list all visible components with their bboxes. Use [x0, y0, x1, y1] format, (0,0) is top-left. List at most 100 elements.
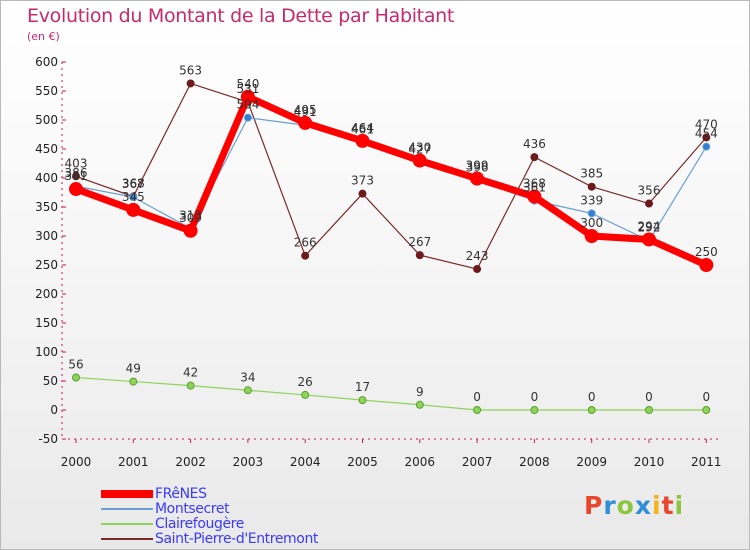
data-point-frenes: [240, 89, 255, 104]
data-point-montsecret: [702, 142, 711, 151]
data-label-clairefougere: 26: [298, 375, 313, 389]
data-point-saint-pierre: [358, 189, 367, 198]
data-label-saint-pierre: 356: [638, 184, 661, 198]
logo-letter: r: [603, 491, 617, 520]
data-label-montsecret: 396: [466, 160, 489, 174]
data-point-frenes: [470, 171, 485, 186]
x-tick-label: 2000: [61, 455, 92, 469]
data-label-frenes: 399: [466, 159, 489, 173]
data-label-clairefougere: 17: [355, 380, 370, 394]
data-label-frenes: 495: [294, 103, 317, 117]
data-label-montsecret: 339: [580, 193, 603, 207]
data-label-saint-pierre: 267: [408, 235, 431, 249]
legend-swatch-saint-pierre: [101, 538, 153, 540]
y-tick-label: 50: [43, 374, 58, 388]
x-tick-label: 2007: [462, 455, 493, 469]
legend-label-montsecret: Montsecret: [155, 501, 230, 517]
logo-letter: o: [616, 491, 635, 520]
data-point-clairefougere: [243, 386, 252, 395]
data-point-clairefougere: [415, 400, 424, 409]
logo-letter: i: [652, 491, 662, 520]
data-point-frenes: [126, 202, 141, 217]
data-label-montsecret: 491: [294, 105, 317, 119]
y-tick-label: -50: [38, 432, 58, 446]
x-tick-label: 2001: [118, 455, 149, 469]
data-point-frenes: [527, 189, 542, 204]
legend-label-saint-pierre: Saint-Pierre-d'Entremont: [155, 531, 319, 547]
proxiti-logo: Proxiti: [584, 491, 684, 520]
data-label-montsecret: 361: [523, 181, 546, 195]
legend-swatch-montsecret: [101, 508, 153, 510]
data-label-montsecret: 461: [351, 123, 374, 137]
data-label-clairefougere: 0: [702, 390, 710, 404]
y-tick-label: 550: [35, 84, 58, 98]
data-label-frenes: 430: [408, 141, 431, 155]
data-point-saint-pierre: [587, 182, 596, 191]
data-point-clairefougere: [702, 406, 711, 414]
data-label-frenes: 345: [122, 190, 145, 204]
y-tick-label: 300: [35, 229, 58, 243]
y-tick-label: 250: [35, 258, 58, 272]
series-line-saint-pierre: [75, 82, 707, 270]
x-tick-label: 2003: [233, 455, 264, 469]
data-label-saint-pierre: 368: [122, 177, 145, 191]
data-label-saint-pierre: 470: [695, 117, 718, 131]
data-label-saint-pierre: 266: [294, 236, 317, 250]
data-point-saint-pierre: [72, 172, 80, 181]
data-label-clairefougere: 56: [68, 358, 83, 372]
data-label-montsecret: 292: [638, 221, 661, 235]
data-point-frenes: [298, 115, 313, 130]
x-tick-label: 2011: [691, 455, 722, 469]
data-label-clairefougere: 0: [588, 390, 596, 404]
x-tick-label: 2008: [519, 455, 550, 469]
data-label-clairefougere: 49: [126, 362, 141, 376]
data-point-saint-pierre: [415, 251, 424, 260]
chart-title: Evolution du Montant de la Dette par Hab…: [27, 5, 455, 27]
data-label-montsecret: 386: [65, 166, 88, 180]
data-point-saint-pierre: [473, 265, 482, 274]
y-tick-label: 450: [35, 142, 58, 156]
data-point-saint-pierre: [186, 79, 195, 88]
data-point-frenes: [355, 133, 370, 148]
y-tick-label: 600: [35, 55, 58, 69]
legend-label-frenes: FRêNES: [155, 486, 207, 502]
data-point-frenes: [69, 182, 83, 197]
data-label-saint-pierre: 436: [523, 137, 546, 151]
data-point-montsecret: [243, 113, 252, 122]
logo-letter: i: [674, 491, 685, 520]
data-label-saint-pierre: 403: [65, 156, 88, 170]
logo-letter: t: [661, 491, 675, 520]
legend-swatch-clairefougere: [101, 523, 153, 525]
data-label-clairefougere: 34: [240, 370, 255, 384]
data-label-clairefougere: 9: [416, 385, 424, 399]
data-label-clairefougere: 0: [645, 390, 653, 404]
y-tick-label: 400: [35, 171, 58, 185]
y-tick-label: 350: [35, 200, 58, 214]
data-label-frenes: 381: [65, 169, 88, 183]
y-tick-label: 200: [35, 287, 58, 301]
data-label-frenes: 309: [179, 211, 202, 225]
x-tick-label: 2004: [290, 455, 321, 469]
y-tick-label: 150: [35, 316, 58, 330]
x-tick-label: 2009: [576, 455, 607, 469]
y-tick-label: 100: [35, 345, 58, 359]
data-label-clairefougere: 0: [531, 390, 539, 404]
x-tick-label: 2006: [405, 455, 436, 469]
data-label-saint-pierre: 531: [236, 82, 259, 96]
x-tick-label: 2010: [634, 455, 665, 469]
data-label-frenes: 368: [523, 177, 546, 191]
data-label-montsecret: 367: [122, 177, 145, 191]
data-point-frenes: [183, 223, 198, 238]
chart-subtitle: (en €): [27, 30, 60, 43]
x-tick-label: 2005: [347, 455, 378, 469]
data-point-frenes: [642, 232, 656, 247]
y-tick-label: 0: [50, 403, 58, 417]
y-tick-label: 500: [35, 113, 58, 127]
logo-letter: P: [584, 491, 604, 520]
data-label-saint-pierre: 563: [179, 63, 202, 77]
data-label-saint-pierre: 373: [351, 174, 374, 188]
data-point-clairefougere: [473, 406, 482, 414]
data-point-montsecret: [129, 193, 138, 202]
data-label-frenes: 464: [351, 121, 374, 135]
